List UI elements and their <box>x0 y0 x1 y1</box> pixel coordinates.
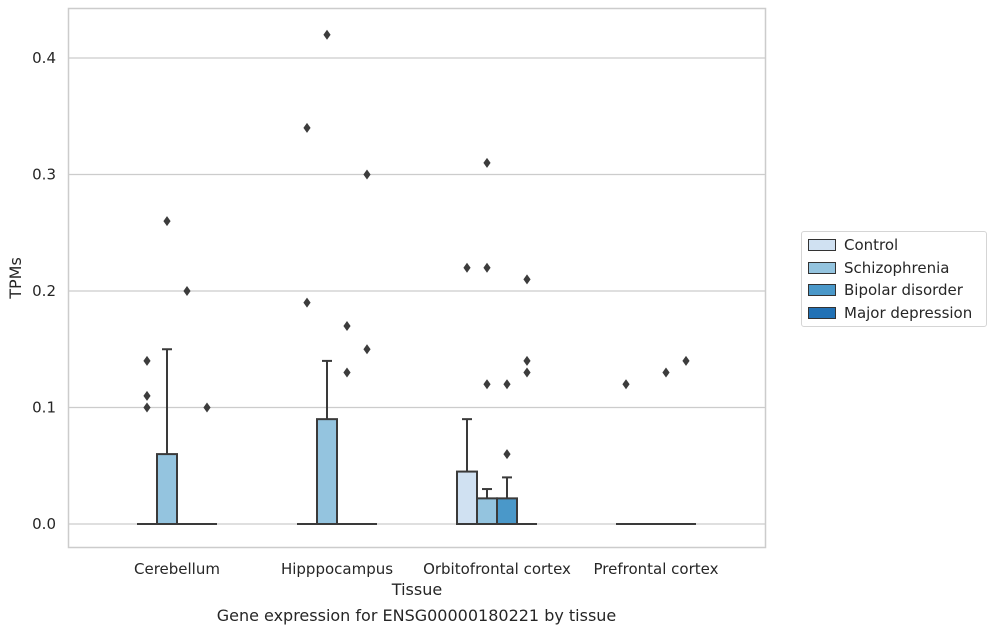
outlier-point <box>523 355 531 366</box>
outlier-point <box>503 379 511 390</box>
legend-label: Control <box>844 236 899 254</box>
plot-frame <box>67 7 767 549</box>
legend-item: Bipolar disorder <box>808 280 963 300</box>
outlier-point <box>483 157 491 168</box>
outlier-point <box>303 122 311 133</box>
legend-item: Control <box>808 235 898 255</box>
box-0-1 <box>156 216 178 526</box>
legend-label: Major depression <box>844 303 973 322</box>
y-tick-label: 0.0 <box>32 515 56 533</box>
y-tick-label: 0.2 <box>32 282 56 300</box>
box-3-0 <box>616 379 636 525</box>
legend-swatch <box>808 239 836 251</box>
outlier-point <box>323 29 331 40</box>
box-plot-series <box>137 29 696 526</box>
box-body <box>456 470 478 526</box>
y-tick-labels: 0.0 0.1 0.2 0.3 0.4 <box>32 49 56 533</box>
outlier-point <box>343 367 351 378</box>
legend-label: Bipolar disorder <box>844 281 963 299</box>
legend-item: Schizophrenia <box>808 258 949 278</box>
outlier-point <box>523 274 531 285</box>
box-0-0 <box>137 355 157 525</box>
outlier-point <box>622 379 630 390</box>
legend-label: Schizophrenia <box>844 258 950 277</box>
box-3-2 <box>656 367 676 525</box>
outlier-point <box>163 216 171 227</box>
legend-swatch <box>808 284 836 296</box>
box-body <box>316 418 338 525</box>
outlier-point <box>143 390 151 401</box>
outlier-point <box>203 402 211 413</box>
box-0-3 <box>197 402 217 525</box>
outlier-point <box>662 367 670 378</box>
box-1-2 <box>337 320 357 525</box>
box-0-2 <box>177 286 197 525</box>
outlier-point <box>363 344 371 355</box>
y-axis-label: TPMs <box>6 257 25 300</box>
box-2-1 <box>476 157 498 525</box>
outlier-point <box>143 402 151 413</box>
box-2-0 <box>456 262 478 526</box>
legend-item: Major depression <box>808 303 972 323</box>
box-1-1 <box>316 29 338 525</box>
box-body <box>476 497 498 525</box>
y-tick-label: 0.3 <box>32 166 56 184</box>
outlier-point <box>503 449 511 460</box>
y-tick-label: 0.1 <box>32 399 56 417</box>
outlier-point <box>483 379 491 390</box>
outlier-point <box>363 169 371 180</box>
outlier-point <box>303 297 311 308</box>
x-tick-label: Hipppocampus <box>281 560 393 578</box>
outlier-point <box>483 262 491 273</box>
outlier-point <box>682 355 690 366</box>
x-tick-labels: Cerebellum Hipppocampus Orbitofrontal cort… <box>134 560 719 578</box>
y-tick-label: 0.4 <box>32 49 56 67</box>
x-axis-label: Tissue <box>391 580 442 599</box>
x-tick-label: Cerebellum <box>134 560 220 578</box>
box-body <box>496 497 518 525</box>
outlier-point <box>463 262 471 273</box>
legend-swatch <box>808 306 836 319</box>
outlier-point <box>523 367 531 378</box>
box-2-3 <box>517 274 537 525</box>
outlier-point <box>143 355 151 366</box>
chart-caption: Gene expression for ENSG00000180221 by t… <box>216 606 617 625</box>
box-3-3 <box>676 355 696 525</box>
legend: Control Schizophrenia Bipolar disorder Majo… <box>801 231 987 327</box>
legend-swatch <box>808 261 836 274</box>
outlier-point <box>183 286 191 296</box>
box-2-2 <box>496 379 518 525</box>
box-1-3 <box>357 169 377 525</box>
outlier-point <box>343 320 351 331</box>
x-tick-label: Orbitofrontal cortex <box>423 560 571 578</box>
box-1-0 <box>297 122 317 525</box>
x-tick-label: Prefrontal cortex <box>594 560 719 578</box>
box-body <box>156 453 178 526</box>
